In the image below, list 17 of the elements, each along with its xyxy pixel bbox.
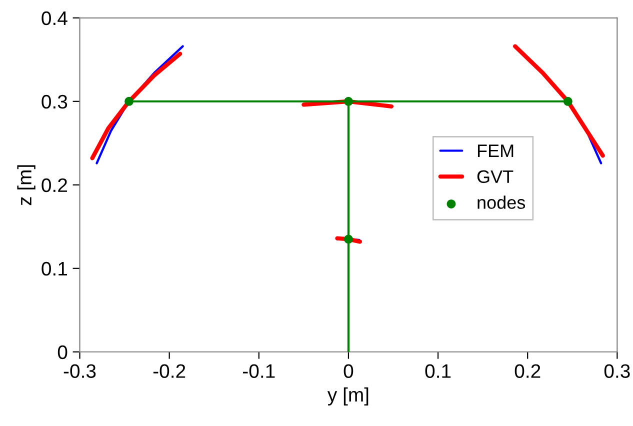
x-axis-title: y [m] bbox=[327, 387, 368, 406]
y-tick-label: 0.3 bbox=[42, 94, 68, 109]
x-tick-label: -0.3 bbox=[64, 364, 96, 378]
x-tick-label: 0 bbox=[344, 364, 354, 378]
x-tick-label: 0.1 bbox=[425, 364, 451, 378]
legend-label: nodes bbox=[478, 196, 526, 209]
x-tick-label: -0.1 bbox=[243, 364, 275, 378]
y-tick-label: 0.2 bbox=[42, 178, 67, 192]
y-tick-label: 0.1 bbox=[42, 262, 68, 276]
x-tick-label: 0.2 bbox=[514, 364, 540, 378]
x-tick-label: -0.2 bbox=[153, 364, 186, 378]
x-tick-label: 0.3 bbox=[604, 364, 630, 378]
legend-label: GVT bbox=[477, 170, 514, 184]
legend-label: FEM bbox=[478, 144, 514, 158]
y-tick-label: 0 bbox=[58, 345, 68, 360]
y-tick-label: 0.4 bbox=[42, 11, 68, 26]
y-axis-title: z [m] bbox=[17, 165, 36, 206]
